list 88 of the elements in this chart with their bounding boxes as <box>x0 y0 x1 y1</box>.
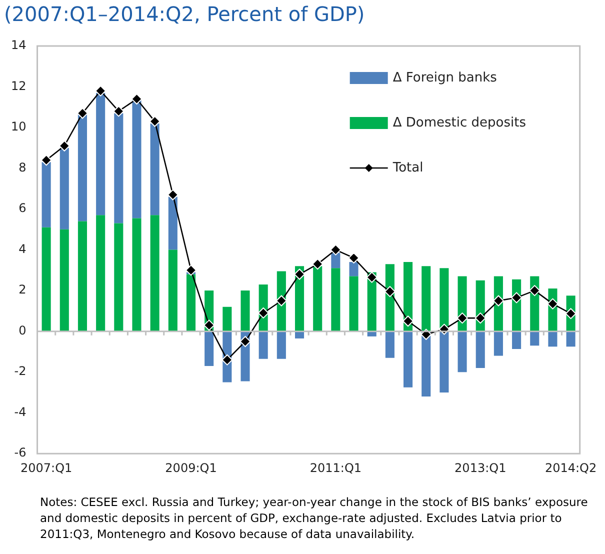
bar <box>150 123 160 216</box>
point <box>58 140 70 152</box>
bar <box>150 215 160 332</box>
point <box>474 312 486 324</box>
point <box>40 154 52 166</box>
point <box>149 116 160 127</box>
bar <box>168 250 178 332</box>
point <box>456 312 468 324</box>
bar <box>566 331 576 347</box>
bar <box>60 229 69 332</box>
bar <box>186 274 196 332</box>
bar <box>168 196 178 250</box>
bar <box>494 331 503 356</box>
point <box>167 189 178 200</box>
x-tick-label: 2014:Q2 <box>544 460 597 475</box>
point <box>384 286 396 298</box>
y-tick-label: 8 <box>18 160 26 174</box>
bar <box>349 262 358 276</box>
bar <box>240 290 250 332</box>
point <box>76 108 88 119</box>
bar <box>404 331 413 388</box>
bar <box>512 331 522 350</box>
bar <box>331 268 340 332</box>
bar <box>313 266 322 332</box>
bar <box>530 331 540 346</box>
point <box>529 285 540 296</box>
x-tick-label: 2013:Q1 <box>454 460 506 475</box>
bar <box>440 331 449 392</box>
bar <box>385 331 394 358</box>
legend-label: Total <box>392 160 424 176</box>
bar <box>60 148 69 230</box>
bar <box>78 113 88 222</box>
y-tick-label: -4 <box>14 404 26 419</box>
y-tick-label: 2 <box>18 282 26 297</box>
bar <box>548 331 558 347</box>
chart-title: (2007:Q1–2014:Q2, Percent of GDP) <box>4 2 365 26</box>
bar <box>42 162 51 228</box>
point <box>276 295 287 306</box>
text: Notes: CESEE excl. Russia and Turkey; year-on-year change in the stock of BIS banks’ exposure and domestic deposits in percent of GDP, exchange-rate adjusted. Excludes Latvia prior to 2011:Q3, Montenegro and Kosovo because of data unavailability. <box>40 494 589 542</box>
legend-label: Δ Foreign banks <box>392 70 498 86</box>
point <box>492 295 504 306</box>
bar <box>204 331 214 366</box>
point <box>312 258 324 270</box>
bar <box>331 252 340 268</box>
bar <box>458 331 467 372</box>
point <box>330 244 342 256</box>
point <box>547 298 558 310</box>
bar <box>96 92 106 216</box>
x-tick-label: 2009:Q1 <box>165 460 217 475</box>
y-tick-label: 0 <box>18 323 26 338</box>
point <box>294 268 306 280</box>
bar <box>96 215 106 332</box>
point <box>511 292 522 304</box>
point <box>366 272 378 283</box>
point <box>258 307 269 318</box>
y-tick-label: 14 <box>10 38 26 52</box>
bar <box>422 331 431 397</box>
bar <box>132 218 142 332</box>
y-tick-label: 6 <box>18 201 26 216</box>
bar <box>258 331 268 359</box>
bar <box>78 221 88 332</box>
bar <box>276 331 286 359</box>
point <box>402 316 414 327</box>
bar <box>222 306 232 332</box>
bar <box>114 223 124 332</box>
point <box>240 336 251 348</box>
point <box>186 264 196 276</box>
bar <box>422 266 431 332</box>
bar <box>132 100 142 218</box>
x-tick-label: 2011:Q1 <box>310 460 362 475</box>
legend-label: Δ Domestic deposits <box>392 115 526 130</box>
y-tick-label: 12 <box>10 78 26 93</box>
point <box>95 85 106 96</box>
bar <box>42 227 51 332</box>
point <box>113 106 124 117</box>
point <box>204 320 215 331</box>
point <box>131 93 142 104</box>
y-tick-label: -2 <box>14 364 26 378</box>
bar <box>476 331 485 368</box>
y-tick-label: 4 <box>18 242 26 256</box>
point <box>222 354 233 366</box>
bar <box>294 331 304 338</box>
y-tick-label: 10 <box>10 120 26 134</box>
y-tick-label: -6 <box>14 446 26 460</box>
x-tick-label: 2007:Q1 <box>20 460 72 475</box>
bar <box>349 276 358 332</box>
bar <box>114 113 124 224</box>
point <box>565 308 576 320</box>
